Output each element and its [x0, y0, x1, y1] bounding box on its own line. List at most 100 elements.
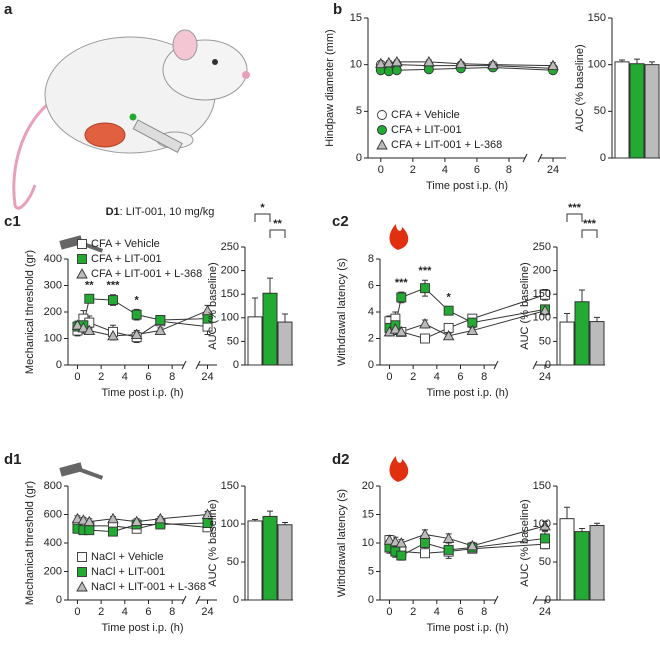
marker	[487, 58, 499, 70]
x-tick-label: 24	[539, 371, 551, 383]
panel-label: a	[4, 1, 13, 18]
marker	[419, 317, 431, 329]
bar	[589, 525, 605, 601]
marker	[77, 321, 90, 333]
y-tick-label: 2	[368, 332, 374, 344]
marker	[391, 55, 403, 67]
significance: **	[273, 218, 282, 230]
syringe	[132, 119, 183, 153]
y-axis-label: AUC (% baseline)	[207, 499, 219, 586]
marker	[84, 525, 95, 536]
series-line	[77, 310, 208, 337]
legend-label: CFA + Vehicle	[91, 238, 160, 250]
comparison-bracket	[254, 213, 271, 222]
y-tick-label: 0	[368, 594, 374, 606]
y-axis-label: Withdrawal latency (s)	[336, 258, 348, 366]
x-tick-label: 0	[74, 371, 80, 383]
y-tick-label: 10	[350, 59, 362, 71]
y-axis-label: Hindpaw diameter (mm)	[324, 29, 336, 146]
x-tick-label: 0	[386, 606, 392, 618]
x-axis-label: Time post i.p. (h)	[426, 180, 508, 192]
marker	[108, 295, 118, 306]
y-tick-label: 0	[233, 359, 239, 371]
error-bar	[594, 316, 600, 322]
caption: D1: LIT-001, 10 mg/kg	[106, 206, 215, 218]
x-tick-label: 24	[547, 164, 559, 176]
significance: *	[260, 202, 265, 214]
significance: ***	[583, 218, 597, 230]
error-bar	[649, 61, 655, 65]
error-bar	[252, 518, 258, 521]
y-tick-label: 250	[533, 241, 551, 253]
significance: ***	[568, 202, 582, 214]
y-tick-label: 200	[533, 265, 551, 277]
significance: ***	[395, 277, 409, 289]
marker	[108, 526, 118, 537]
marker	[443, 544, 454, 555]
marker	[420, 548, 430, 559]
x-tick-label: 4	[122, 606, 128, 618]
marker	[375, 57, 387, 69]
bar	[559, 321, 575, 366]
x-tick-label: 2	[410, 164, 416, 176]
y-tick-label: 0	[600, 152, 606, 164]
error-bar	[282, 313, 288, 323]
y-tick-label: 150	[221, 288, 239, 300]
marker	[83, 324, 96, 335]
y-tick-label: 0	[545, 359, 551, 371]
y-tick-label: 5	[368, 565, 374, 577]
x-tick-label: 24	[201, 371, 213, 383]
significance: *	[135, 294, 140, 306]
y-tick-label: 300	[44, 279, 62, 291]
legend-label: CFA + Vehicle	[391, 109, 460, 121]
flame-icon	[389, 224, 409, 250]
tail	[12, 93, 61, 210]
marker	[396, 292, 407, 303]
y-tick-label: 0	[56, 594, 62, 606]
y-tick-label: 0	[356, 152, 362, 164]
hammer-icon	[59, 462, 104, 480]
error-bar	[579, 289, 585, 302]
x-tick-label: 6	[457, 371, 463, 383]
axis-break	[195, 360, 201, 370]
y-tick-label: 200	[44, 565, 62, 577]
y-tick-label: 250	[221, 241, 239, 253]
y-tick-label: 4	[368, 306, 374, 318]
marker	[201, 508, 214, 519]
x-tick-label: 2	[410, 606, 416, 618]
y-tick-label: 15	[362, 508, 374, 520]
marker	[540, 533, 550, 544]
error-bar	[267, 277, 273, 294]
hammer-head	[59, 462, 83, 477]
bar	[614, 61, 630, 159]
axis-break	[522, 153, 528, 163]
marker	[130, 328, 143, 339]
y-axis-label: Mechanical threshold (gr)	[24, 481, 36, 605]
axis-break	[537, 153, 543, 163]
marker	[154, 324, 167, 335]
y-tick-label: 400	[44, 253, 62, 265]
bar	[589, 321, 605, 366]
error-bar	[252, 297, 258, 317]
marker	[442, 532, 455, 543]
y-tick-label: 0	[368, 359, 374, 371]
legend-label: NaCl + LIT-001	[91, 566, 165, 578]
x-axis-label: Time post i.p. (h)	[426, 387, 508, 399]
y-tick-label: 20	[362, 480, 374, 492]
y-axis-label: Mechanical threshold (gr)	[24, 250, 36, 374]
significance: *	[447, 292, 452, 304]
panel-label: d1	[4, 451, 22, 468]
y-tick-label: 100	[533, 312, 551, 324]
panel-label: c1	[4, 213, 21, 230]
bar	[559, 518, 575, 601]
x-tick-label: 4	[434, 606, 440, 618]
y-tick-label: 8	[368, 253, 374, 265]
caption-bold: D1	[106, 206, 120, 218]
marker	[107, 329, 119, 341]
error-bar	[594, 522, 600, 526]
error-bar	[619, 59, 625, 62]
y-tick-label: 150	[533, 288, 551, 300]
y-tick-label: 10	[362, 537, 374, 549]
marker	[71, 319, 84, 330]
error-bar	[267, 510, 273, 517]
